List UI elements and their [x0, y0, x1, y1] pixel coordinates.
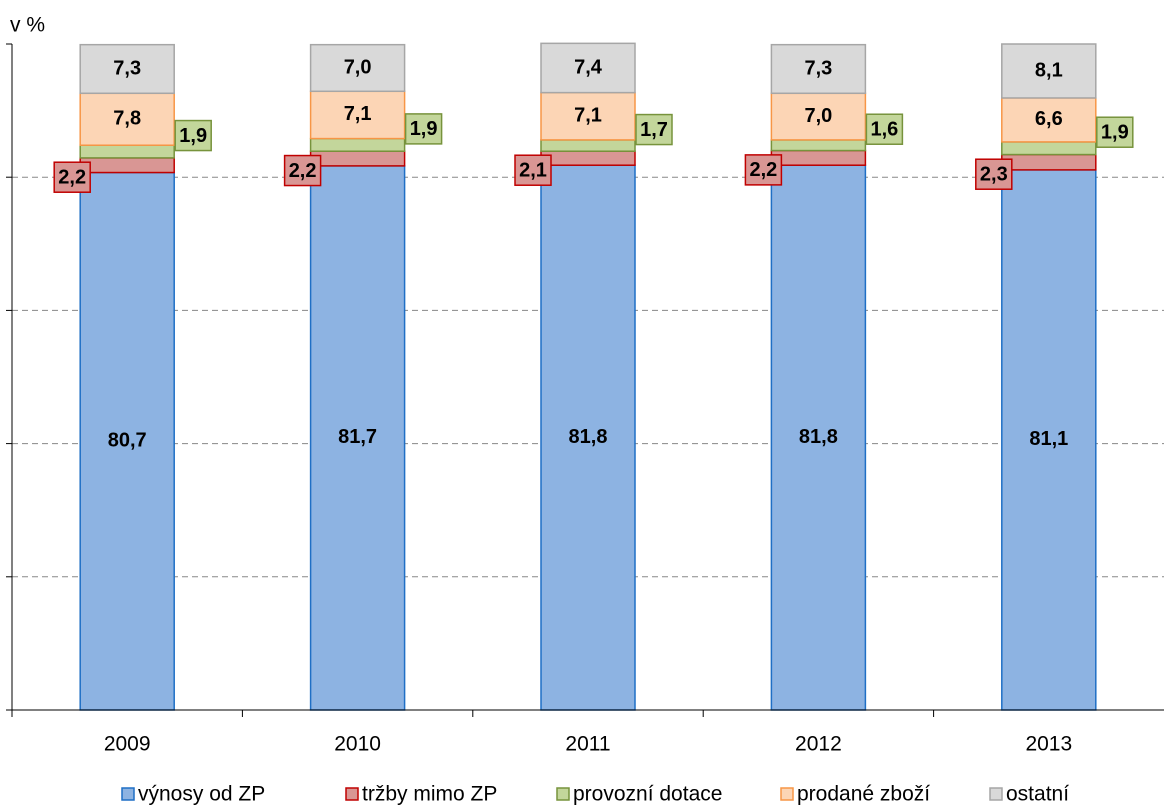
data-label-box [635, 113, 673, 146]
data-label: 81,8 [799, 426, 838, 448]
bar-segment [540, 42, 636, 94]
data-label-box [865, 113, 904, 145]
data-label-box [404, 113, 443, 145]
data-label: 1,9 [179, 125, 207, 147]
bar-segment [79, 157, 175, 174]
data-label: 7,8 [113, 108, 141, 130]
data-label: 1,6 [870, 119, 898, 141]
legend-label: výnosy od ZP [138, 783, 265, 806]
data-label: 2,2 [58, 166, 86, 188]
bar-segment [770, 164, 867, 711]
data-label-box [514, 154, 552, 186]
data-label: 7,1 [574, 105, 602, 127]
data-label: 8,1 [1035, 59, 1063, 81]
legend-swatch [345, 787, 359, 801]
bar-segment [79, 92, 175, 146]
bar-segment [79, 144, 175, 159]
data-label: 2,3 [980, 163, 1008, 185]
bar-segment [1001, 153, 1097, 171]
data-label-box [283, 154, 322, 187]
x-tick-label: 2011 [565, 733, 610, 756]
x-tick-label: 2009 [104, 733, 151, 756]
legend-swatch [556, 787, 570, 801]
bar-segment [770, 149, 867, 166]
data-label: 81,8 [569, 426, 608, 448]
data-label-box [53, 161, 91, 193]
legend-label: ostatní [1006, 783, 1069, 806]
data-label-box [975, 158, 1013, 190]
data-label: 7,0 [344, 56, 372, 78]
bar-segment [540, 150, 636, 166]
data-label: 7,4 [574, 56, 603, 78]
data-label: 1,9 [410, 118, 438, 140]
bar-segment [79, 43, 175, 95]
bar-segment [309, 90, 406, 140]
data-label: 1,9 [1101, 122, 1129, 144]
bar-segment [309, 150, 406, 167]
bar-segment [770, 139, 867, 152]
data-label: 81,1 [1029, 428, 1068, 450]
bar-segment [540, 139, 636, 152]
bar-segment [1001, 141, 1097, 156]
data-label: 7,1 [344, 103, 372, 125]
bar-segment [540, 91, 636, 141]
legend-label: prodané zboží [797, 783, 930, 806]
bar-segment [309, 137, 406, 152]
data-label-box [1096, 116, 1134, 148]
legend-swatch [780, 787, 794, 801]
bar-segment [1001, 97, 1097, 143]
data-label-box [174, 119, 212, 152]
data-label: 2,2 [749, 159, 777, 181]
legend-label: provozní dotace [573, 783, 722, 806]
x-tick-label: 2013 [1025, 733, 1072, 756]
bar-segment [770, 92, 867, 141]
data-label: 7,3 [113, 57, 141, 79]
bar-segment [79, 171, 175, 711]
data-label: 6,6 [1035, 108, 1063, 130]
x-tick-label: 2010 [334, 733, 381, 756]
y-axis-label: v % [10, 14, 45, 37]
data-label: 7,3 [804, 57, 832, 79]
data-label: 1,7 [640, 119, 668, 141]
legend-label: tržby mimo ZP [362, 783, 497, 806]
x-tick-label: 2012 [795, 733, 842, 756]
bar-segment [1001, 169, 1097, 711]
data-label: 80,7 [108, 430, 147, 452]
data-label: 2,1 [519, 160, 547, 182]
data-label: 2,2 [289, 160, 317, 182]
data-label-box [744, 154, 783, 186]
legend-swatch [121, 787, 135, 801]
bar-segment [1001, 43, 1097, 99]
data-label: 7,0 [804, 105, 832, 127]
bar-segment [770, 43, 867, 95]
bar-segment [309, 43, 406, 93]
data-label: 81,7 [338, 426, 377, 448]
legend-swatch [989, 787, 1003, 801]
